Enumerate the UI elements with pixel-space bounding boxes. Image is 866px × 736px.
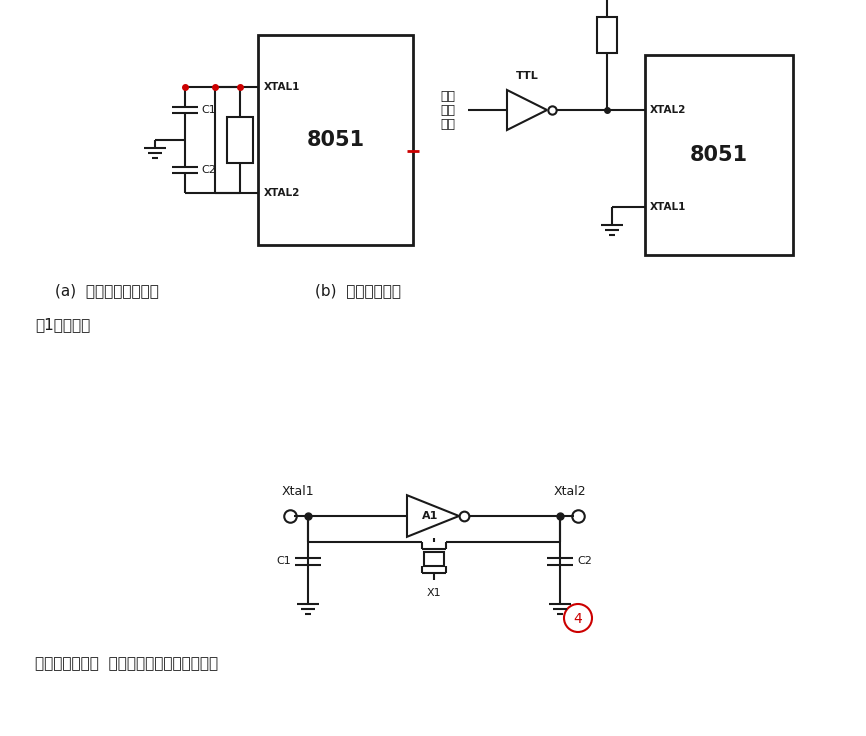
Text: TTL: TTL (515, 71, 539, 81)
Text: C2: C2 (577, 556, 591, 566)
Text: C1: C1 (201, 105, 216, 115)
Bar (597, 17, 617, 53)
Text: Xtal2: Xtal2 (553, 485, 586, 498)
Text: C1: C1 (276, 556, 291, 566)
Text: 时钟: 时钟 (440, 104, 455, 116)
Text: 4: 4 (573, 612, 582, 626)
Text: 8051: 8051 (307, 130, 365, 150)
Text: (b)  外接时钟电路: (b) 外接时钟电路 (315, 283, 401, 298)
Text: Xtal1: Xtal1 (281, 485, 314, 498)
Bar (258, 35, 413, 245)
Text: A1: A1 (422, 511, 438, 521)
Text: 图1时钟电路: 图1时钟电路 (35, 317, 90, 332)
Text: 输入: 输入 (440, 118, 455, 130)
Polygon shape (507, 90, 547, 130)
Text: XTAL2: XTAL2 (264, 188, 301, 198)
Bar (227, 117, 253, 163)
Text: XTAL2: XTAL2 (650, 105, 687, 115)
Text: X1: X1 (427, 588, 442, 598)
Circle shape (564, 604, 592, 632)
Text: C2: C2 (201, 165, 216, 175)
Text: (a)  内部方式时钟电路: (a) 内部方式时钟电路 (55, 283, 158, 298)
Bar (424, 552, 444, 566)
Text: 8051: 8051 (690, 145, 748, 165)
Text: 内部时钟原理图  （就是一个自激振荡电路）: 内部时钟原理图 （就是一个自激振荡电路） (35, 656, 218, 671)
Text: XTAL1: XTAL1 (650, 202, 687, 212)
Polygon shape (407, 495, 459, 537)
Text: 外部: 外部 (440, 90, 455, 102)
Text: XTAL1: XTAL1 (264, 82, 301, 92)
Bar (645, 55, 793, 255)
